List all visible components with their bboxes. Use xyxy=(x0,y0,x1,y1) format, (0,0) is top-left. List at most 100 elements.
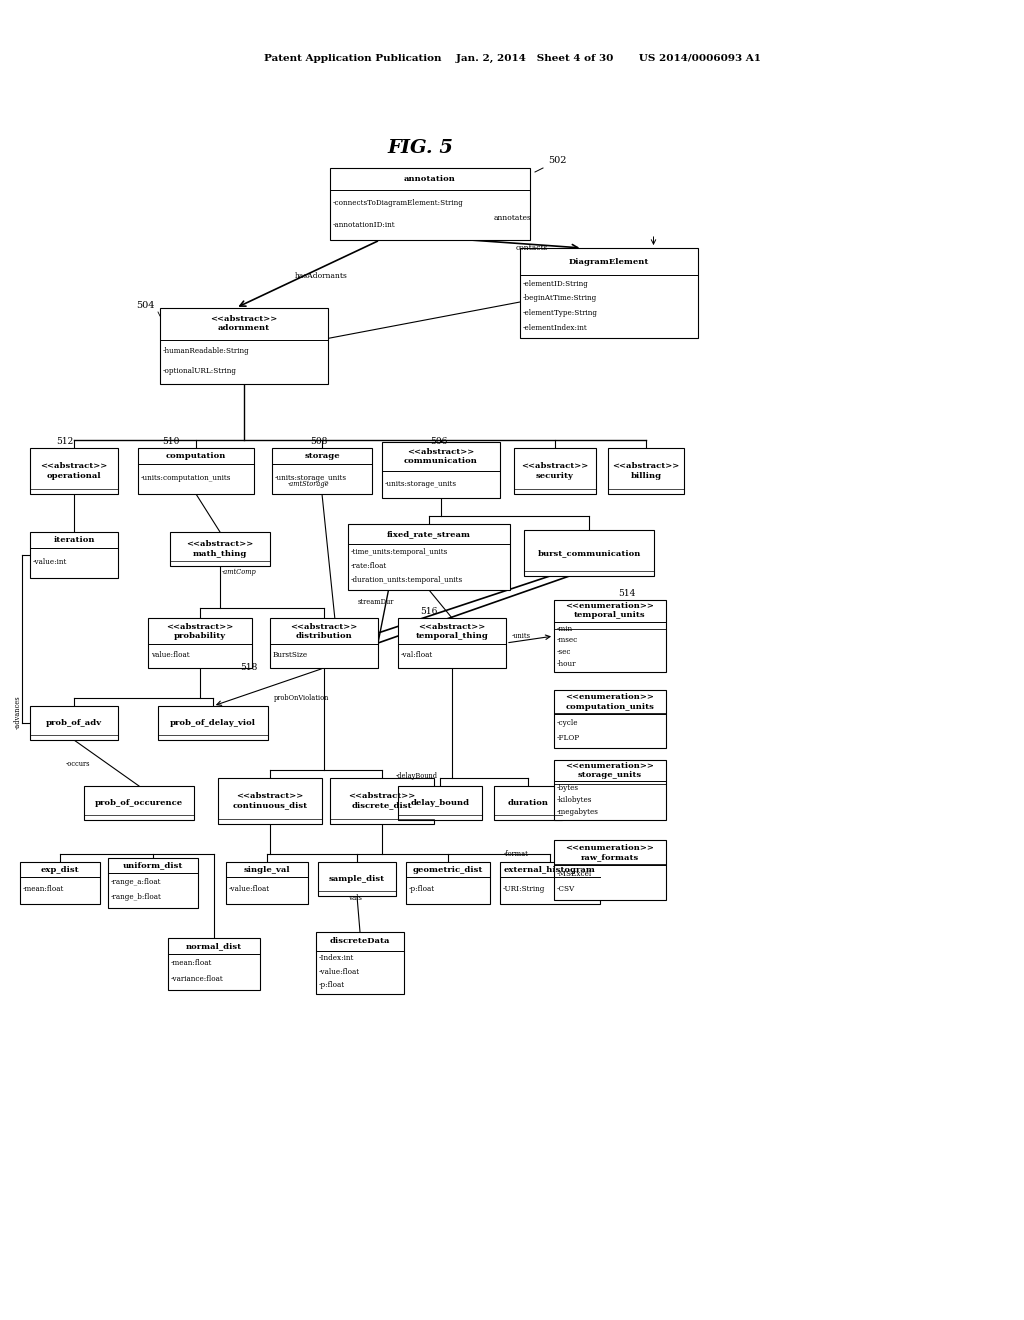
Text: -occurs: -occurs xyxy=(66,760,90,768)
Bar xyxy=(398,618,506,668)
Text: -hour: -hour xyxy=(557,660,577,668)
Bar xyxy=(272,447,372,494)
Text: prob_of_adv: prob_of_adv xyxy=(46,719,102,727)
Bar xyxy=(30,447,118,494)
Text: -elementID:String: -elementID:String xyxy=(523,280,589,288)
Text: -mean:float: -mean:float xyxy=(23,886,65,894)
Text: -amtStorage: -amtStorage xyxy=(288,480,330,488)
Text: -time_units:temporal_units: -time_units:temporal_units xyxy=(351,548,449,556)
Text: delay_bound: delay_bound xyxy=(411,799,470,807)
Bar xyxy=(20,862,100,904)
Text: geometric_dist: geometric_dist xyxy=(413,866,483,874)
Text: -elementIndex:int: -elementIndex:int xyxy=(523,323,588,331)
Bar xyxy=(554,690,666,748)
Text: -kilobytes: -kilobytes xyxy=(557,796,592,804)
Bar xyxy=(406,862,490,904)
Text: streamDur: streamDur xyxy=(358,598,394,606)
Bar xyxy=(318,862,396,896)
Text: -p:float: -p:float xyxy=(409,886,435,894)
Bar xyxy=(226,862,308,904)
Text: -format: -format xyxy=(504,850,528,858)
Text: prob_of_occurence: prob_of_occurence xyxy=(95,799,183,807)
Text: fixed_rate_stream: fixed_rate_stream xyxy=(387,529,471,539)
Text: -variance:float: -variance:float xyxy=(171,975,224,983)
Text: <<abstract>>
communication: <<abstract>> communication xyxy=(404,447,478,466)
Text: value:float: value:float xyxy=(151,651,189,659)
Text: -units:computation_units: -units:computation_units xyxy=(141,474,231,482)
Bar xyxy=(554,840,666,900)
Text: 502: 502 xyxy=(548,156,566,165)
Text: duration: duration xyxy=(508,799,549,807)
Text: normal_dist: normal_dist xyxy=(186,941,242,950)
Text: storage: storage xyxy=(304,453,340,461)
Text: FIG. 5: FIG. 5 xyxy=(387,139,453,157)
Text: <<enumeration>>
raw_formats: <<enumeration>> raw_formats xyxy=(565,843,654,861)
Bar xyxy=(168,939,260,990)
Text: <<enumeration>>
temporal_units: <<enumeration>> temporal_units xyxy=(565,602,654,619)
Text: <<abstract>>
temporal_thing: <<abstract>> temporal_thing xyxy=(416,623,488,640)
Text: -cycle: -cycle xyxy=(557,719,579,727)
Text: exp_dist: exp_dist xyxy=(41,866,79,874)
Bar xyxy=(554,601,666,672)
Text: -val:float: -val:float xyxy=(401,651,433,659)
Text: -min: -min xyxy=(557,624,573,632)
Text: discreteData: discreteData xyxy=(330,937,390,945)
Bar xyxy=(218,777,322,824)
Text: 504: 504 xyxy=(136,301,155,310)
Text: 506: 506 xyxy=(430,437,447,446)
Bar xyxy=(608,447,684,494)
Text: -p:float: -p:float xyxy=(319,981,345,989)
Text: -units:storage_units: -units:storage_units xyxy=(275,474,347,482)
Text: DiagramElement: DiagramElement xyxy=(568,257,649,265)
Text: <<abstract>>
adornment: <<abstract>> adornment xyxy=(210,315,278,333)
Text: 508: 508 xyxy=(310,437,328,446)
Text: <<abstract>>
discrete_dist: <<abstract>> discrete_dist xyxy=(348,792,416,809)
Text: -CSV: -CSV xyxy=(557,886,575,894)
Bar xyxy=(30,706,118,741)
Text: -value:int: -value:int xyxy=(33,558,68,566)
Text: -msec: -msec xyxy=(557,636,579,644)
Bar xyxy=(382,442,500,498)
Text: <<enumeration>>
storage_units: <<enumeration>> storage_units xyxy=(565,762,654,779)
Text: -FLOP: -FLOP xyxy=(557,734,581,742)
Text: single_val: single_val xyxy=(244,866,291,874)
Bar xyxy=(30,532,118,578)
Bar xyxy=(160,308,328,384)
Text: annotates: annotates xyxy=(494,214,531,222)
Text: -annotationID:int: -annotationID:int xyxy=(333,220,395,228)
Text: <<abstract>>
operational: <<abstract>> operational xyxy=(40,462,108,479)
Text: -beginAtTime:String: -beginAtTime:String xyxy=(523,294,597,302)
Text: -units: -units xyxy=(512,632,531,640)
Text: -value:float: -value:float xyxy=(319,968,360,975)
Text: -sec: -sec xyxy=(557,648,571,656)
Text: iteration: iteration xyxy=(53,536,95,544)
Text: -advances: -advances xyxy=(14,696,22,729)
Text: <<abstract>>
continuous_dist: <<abstract>> continuous_dist xyxy=(232,792,307,809)
Text: 516: 516 xyxy=(420,607,437,616)
Bar xyxy=(554,760,666,820)
Text: annotation: annotation xyxy=(404,174,456,182)
Text: vals: vals xyxy=(348,894,361,902)
Text: 512: 512 xyxy=(56,437,74,446)
Text: <<abstract>>
billing: <<abstract>> billing xyxy=(612,462,680,479)
Text: 514: 514 xyxy=(618,589,635,598)
Bar xyxy=(158,706,268,741)
Text: <<abstract>>
probability: <<abstract>> probability xyxy=(166,623,233,640)
Bar xyxy=(514,447,596,494)
Text: probOnViolation: probOnViolation xyxy=(274,694,330,702)
Bar xyxy=(330,777,434,824)
Text: -URI:String: -URI:String xyxy=(503,886,546,894)
Text: -elementType:String: -elementType:String xyxy=(523,309,598,317)
Text: <<abstract>>
math_thing: <<abstract>> math_thing xyxy=(186,540,254,557)
Text: external_histogram: external_histogram xyxy=(504,866,596,874)
Bar xyxy=(316,932,404,994)
Text: <<abstract>>
distribution: <<abstract>> distribution xyxy=(291,623,357,640)
Text: -value:float: -value:float xyxy=(229,886,270,894)
Bar xyxy=(330,168,530,240)
Text: -optionalURL:String: -optionalURL:String xyxy=(163,367,237,375)
Text: uniform_dist: uniform_dist xyxy=(123,862,183,870)
Text: <<enumeration>>
computation_units: <<enumeration>> computation_units xyxy=(565,693,654,710)
Bar xyxy=(108,858,198,908)
Text: -range_b:float: -range_b:float xyxy=(111,894,162,902)
Text: <<abstract>>
security: <<abstract>> security xyxy=(521,462,589,479)
